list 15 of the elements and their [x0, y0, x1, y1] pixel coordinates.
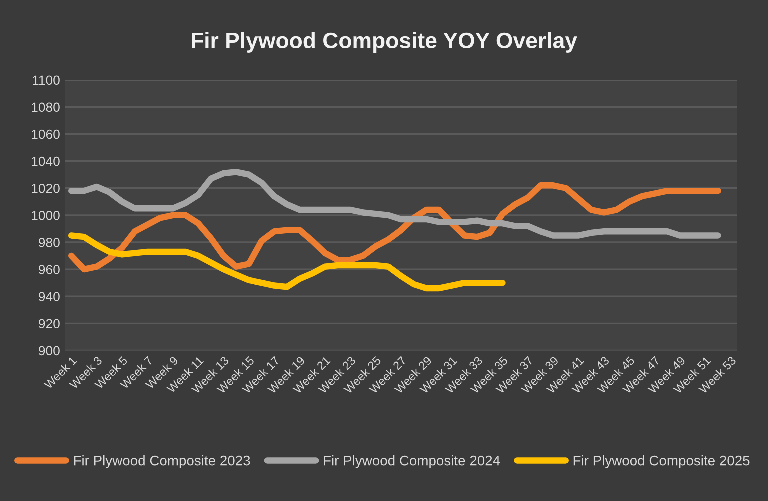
- legend-label: Fir Plywood Composite 2023: [74, 456, 250, 468]
- y-tick-label: 940: [39, 292, 60, 302]
- legend-label: Fir Plywood Composite 2025: [574, 456, 750, 468]
- y-tick-label: 960: [39, 265, 60, 274]
- y-tick-label: 980: [39, 238, 60, 248]
- y-tick-label: 1060: [32, 130, 60, 140]
- y-tick-label: 1000: [32, 210, 60, 220]
- y-tick-label: 1040: [32, 156, 60, 166]
- y-tick-label: 920: [39, 319, 60, 329]
- y-tick-label: 1080: [32, 102, 60, 112]
- y-tick-label: 1100: [33, 76, 60, 86]
- y-tick-label: 900: [39, 346, 60, 356]
- chart-title: Fir Plywood Composite YOY Overlay: [192, 32, 578, 53]
- y-tick-label: 1020: [32, 184, 60, 194]
- legend-label: Fir Plywood Composite 2024: [324, 456, 500, 468]
